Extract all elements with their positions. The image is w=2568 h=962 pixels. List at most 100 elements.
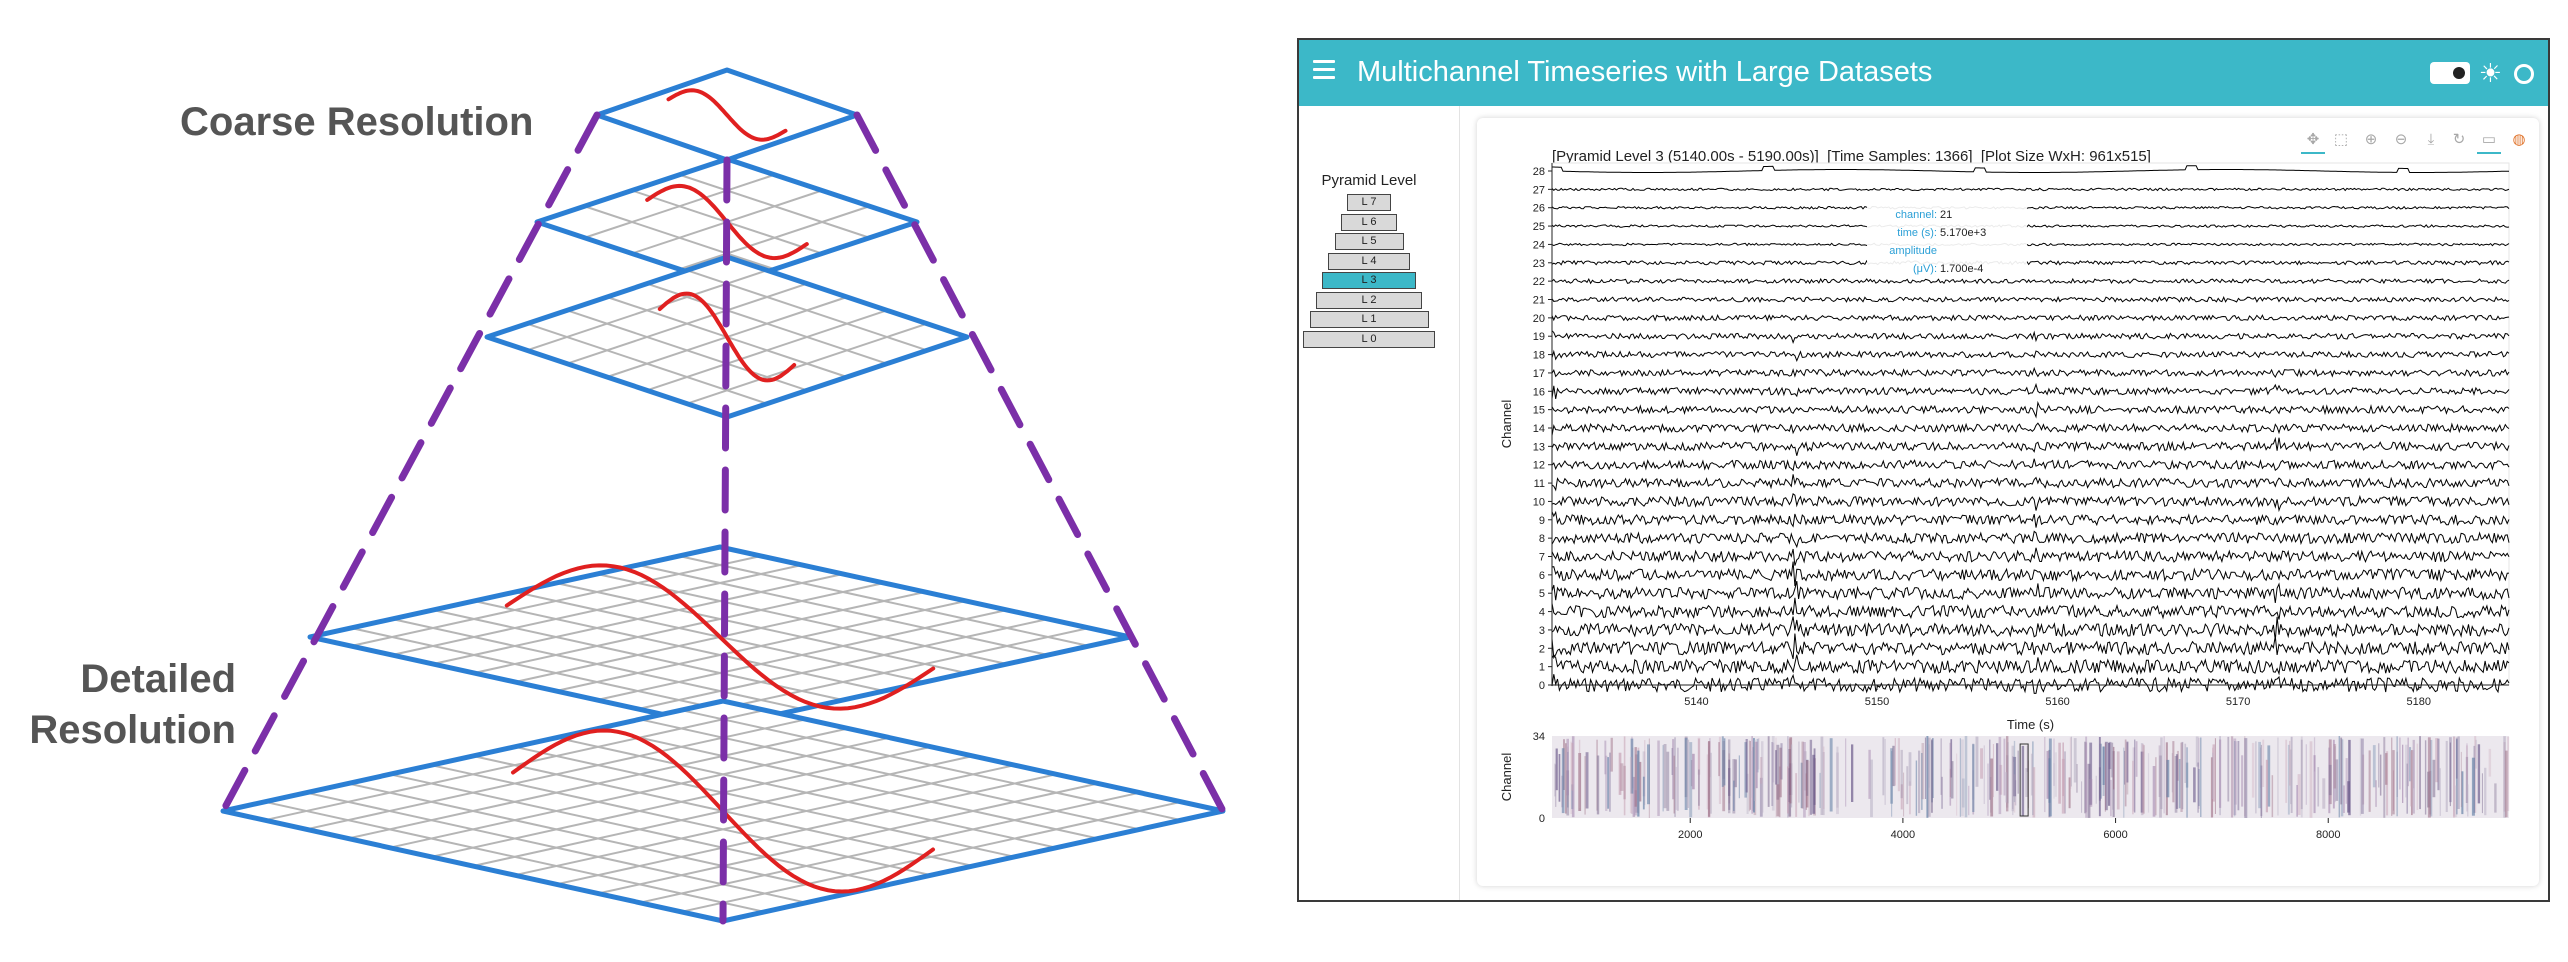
- resolution-pyramid-diagram: Coarse Resolution Detailed Resolution: [29, 67, 1227, 925]
- coarse-resolution-label: Coarse Resolution: [180, 100, 533, 144]
- pyramid-layer-0: [594, 67, 860, 163]
- hover-icon[interactable]: ▭: [2477, 128, 2501, 154]
- tooltip-channel-key: channel:: [1895, 209, 1937, 221]
- plot-title-level: [Pyramid Level 3 (5140.00s - 5190.00s)]: [1552, 148, 1819, 165]
- y-axis-label: Channel: [1499, 400, 1514, 449]
- pyramid-level-l6[interactable]: L 6: [1340, 213, 1398, 231]
- channel-traces: [1551, 165, 2510, 694]
- y-tick-label: 20: [1533, 313, 1545, 325]
- pyramid-level-l4[interactable]: L 4: [1328, 252, 1410, 270]
- plot-card: ✥ ⬚ ⊕ ⊖ ⤓ ↻ ▭ ◍ [Pyramid Level 3 (5140.0…: [1477, 118, 2539, 886]
- y-tick-label: 22: [1533, 276, 1545, 288]
- y-tick-label: 21: [1533, 295, 1545, 307]
- minimap-image: [1554, 736, 2510, 818]
- hover-tooltip: channel: 21 time (s): 5.170e+3 amplitude (…: [1867, 206, 2027, 275]
- channel-trace-4: [1551, 597, 2510, 620]
- y-tick-label: 12: [1533, 460, 1545, 472]
- pyramid-level-l7[interactable]: L 7: [1347, 194, 1391, 211]
- pyramid-level-l1[interactable]: L 1: [1309, 311, 1429, 328]
- zoom-in-icon[interactable]: ⊕: [2364, 131, 2378, 148]
- pyramid-level-l0[interactable]: L 0: [1303, 330, 1435, 348]
- minimap-x-tick-label: 4000: [1891, 829, 1915, 841]
- app-window: Multichannel Timeseries with Large Datas…: [1297, 38, 2550, 902]
- pyramid-level-l5[interactable]: L 5: [1334, 233, 1404, 250]
- minimap-x-tick-label: 6000: [2103, 829, 2127, 841]
- y-tick-label: 23: [1533, 258, 1545, 270]
- channel-trace-19: [1551, 330, 2510, 345]
- y-tick-label: 8: [1539, 533, 1545, 545]
- x-tick-label: 5170: [2226, 696, 2250, 708]
- channel-trace-15: [1551, 400, 2510, 419]
- y-tick-label: 7: [1539, 552, 1545, 564]
- minimap-x-tick-label: 8000: [2316, 829, 2340, 841]
- y-tick-label: 24: [1533, 239, 1545, 251]
- y-tick-label: 2: [1539, 643, 1545, 655]
- app-title: Multichannel Timeseries with Large Datas…: [1357, 56, 1933, 88]
- y-tick-label: 19: [1533, 331, 1545, 343]
- y-tick-label: 28: [1533, 166, 1545, 178]
- pyramid-level-l2[interactable]: L 2: [1315, 291, 1423, 309]
- y-tick-label: 18: [1533, 350, 1545, 362]
- y-tick-label: 17: [1533, 368, 1545, 380]
- channel-trace-18: [1551, 349, 2510, 363]
- theme-toggle[interactable]: [2430, 62, 2470, 84]
- reset-icon[interactable]: ↻: [2452, 131, 2466, 148]
- plot-toolbar: ✥ ⬚ ⊕ ⊖ ⤓ ↻ ▭ ◍: [2301, 126, 2531, 156]
- plot-title-samples: [Time Samples: 1366]: [1827, 148, 1973, 165]
- channel-trace-0: [1551, 673, 2510, 694]
- channel-trace-22: [1551, 277, 2510, 285]
- y-tick-label: 15: [1533, 405, 1545, 417]
- x-axis-label: Time (s): [2007, 717, 2054, 732]
- y-tick-label: 0: [1539, 680, 1545, 692]
- y-tick-label: 14: [1533, 423, 1545, 435]
- y-tick-label: 6: [1539, 570, 1545, 582]
- box-zoom-icon[interactable]: ⬚: [2333, 131, 2349, 148]
- minimap-y-tick-label: 0: [1539, 813, 1545, 825]
- plot-area: [1551, 162, 2510, 686]
- y-tick-label: 16: [1533, 386, 1545, 398]
- pyramid-left-edge: [219, 111, 601, 815]
- sun-icon[interactable]: ☀: [2478, 58, 2502, 88]
- hamburger-menu-icon[interactable]: [1313, 60, 1335, 84]
- x-tick-label: 5180: [2406, 696, 2430, 708]
- channel-trace-10: [1551, 493, 2510, 513]
- save-icon[interactable]: ⤓: [2427, 131, 2435, 148]
- tooltip-time-key: time (s):: [1897, 227, 1937, 239]
- detailed-resolution-label-line1: Detailed: [80, 657, 236, 701]
- channel-trace-28: [1552, 165, 2509, 173]
- y-tick-label: 26: [1533, 203, 1545, 215]
- pyramid-level-l3[interactable]: L 3: [1322, 272, 1416, 289]
- app-header: Multichannel Timeseries with Large Datas…: [1299, 40, 2548, 106]
- timeseries-plot[interactable]: 0123456789101112131415161718192021222324…: [1477, 118, 2539, 886]
- channel-trace-8: [1551, 530, 2510, 549]
- channel-trace-5: [1551, 580, 2510, 603]
- y-tick-label: 11: [1534, 478, 1545, 490]
- channel-trace-9: [1551, 510, 2510, 528]
- minimap-range-selector[interactable]: [2019, 743, 2029, 817]
- y-tick-label: 4: [1539, 607, 1545, 619]
- minimap-y-tick-label: 34: [1533, 731, 1545, 743]
- channel-trace-2: [1551, 633, 2510, 660]
- pyramid-right-edge: [853, 111, 1227, 815]
- zoom-out-icon[interactable]: ⊖: [2394, 131, 2408, 148]
- pyramid-layer-3: [307, 544, 1133, 730]
- pan-icon[interactable]: ✥: [2301, 128, 2325, 154]
- y-tick-label: 9: [1539, 515, 1545, 527]
- channel-trace-17: [1551, 366, 2510, 378]
- channel-trace-7: [1551, 547, 2510, 566]
- channel-trace-12: [1551, 458, 2510, 472]
- status-circle-icon: [2514, 64, 2534, 84]
- logo-icon: ◍: [2512, 131, 2526, 148]
- channel-trace-6: [1551, 561, 2510, 587]
- channel-trace-26: [1551, 205, 2510, 210]
- minimap-x-tick-label: 2000: [1678, 829, 1702, 841]
- y-tick-label: 3: [1539, 625, 1545, 637]
- y-tick-label: 5: [1539, 588, 1545, 600]
- channel-trace-16: [1551, 382, 2510, 399]
- pyramid-level-label: Pyramid Level: [1321, 172, 1417, 189]
- channel-trace-25: [1551, 224, 2510, 228]
- y-tick-label: 10: [1533, 496, 1545, 508]
- minimap-y-axis-label: Channel: [1499, 753, 1514, 802]
- x-tick-label: 5150: [1865, 696, 1889, 708]
- pyramid-center-axis: [719, 156, 731, 925]
